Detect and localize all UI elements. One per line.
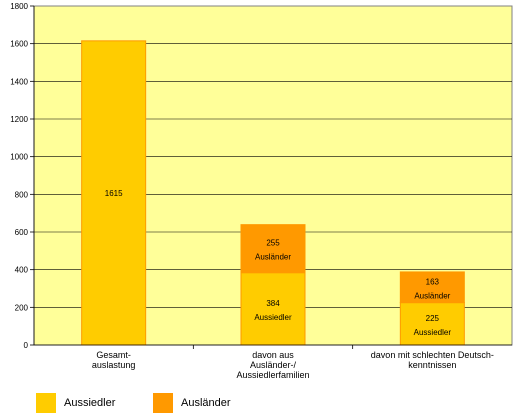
y-tick-label: 1800 — [10, 2, 28, 11]
y-tick-label: 1000 — [10, 153, 28, 162]
bar-auslaender — [240, 224, 306, 274]
bar-auslaender — [399, 271, 465, 304]
y-tick-label: 200 — [15, 303, 29, 312]
bar-aussiedler — [399, 302, 465, 346]
bar-value-label: 384 — [266, 299, 280, 308]
legend: Aussiedler Ausländer — [0, 388, 520, 418]
bar-value-label: 255 — [266, 239, 280, 248]
y-axis: 0 200 400 600 800 1000 1200 1400 1600 1800 — [10, 2, 35, 350]
bars: 1615 384 Aussiedler 255 Ausländer 225 Aussiedl… — [81, 40, 465, 346]
legend-item-auslaender: Ausländer — [153, 392, 231, 414]
bar-aussiedler — [81, 40, 147, 346]
x-category-label: davon aus — [252, 350, 294, 360]
legend-swatch-aussiedler — [36, 393, 56, 413]
bar-series-label: Ausländer — [414, 291, 450, 300]
stacked-bar-chart: 0 200 400 600 800 1000 1200 1400 1600 1800 1615 38… — [10, 2, 513, 380]
y-tick-label: 800 — [15, 190, 29, 199]
x-category-label: davon mit schlechten Deutsch- — [371, 350, 494, 360]
y-tick-label: 0 — [24, 341, 29, 350]
y-tick-label: 1400 — [10, 77, 28, 86]
x-category-label: Gesamt- — [96, 350, 131, 360]
y-tick-label: 1600 — [10, 40, 28, 49]
legend-swatch-auslaender — [153, 393, 173, 413]
x-category-label: kenntnissen — [408, 360, 456, 370]
x-category-label: Ausländer-/ — [250, 360, 297, 370]
x-axis: Gesamt-auslastung davon ausAusländer-/Aus… — [34, 344, 512, 380]
bar-series-label: Aussiedler — [254, 313, 292, 322]
bar-value-label: 163 — [426, 277, 440, 286]
bar-value-label: 1615 — [105, 189, 123, 198]
bar-series-label: Ausländer — [255, 253, 291, 262]
bar-aussiedler — [240, 272, 306, 346]
y-tick-label: 400 — [15, 266, 29, 275]
bar-value-label: 225 — [426, 314, 440, 323]
bar-series-label: Aussiedler — [414, 328, 452, 337]
legend-label-auslaender: Ausländer — [181, 397, 231, 409]
legend-item-aussiedler: Aussiedler — [36, 392, 115, 414]
x-category-label: Aussiedlerfamilien — [236, 370, 309, 380]
x-category-label: auslastung — [92, 360, 136, 370]
y-tick-label: 600 — [15, 228, 29, 237]
legend-label-aussiedler: Aussiedler — [64, 397, 116, 409]
y-tick-label: 1200 — [10, 115, 28, 124]
